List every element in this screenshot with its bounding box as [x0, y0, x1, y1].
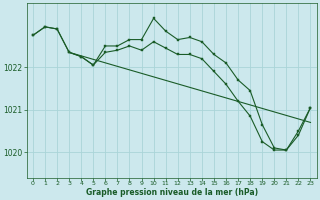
- X-axis label: Graphe pression niveau de la mer (hPa): Graphe pression niveau de la mer (hPa): [86, 188, 258, 197]
